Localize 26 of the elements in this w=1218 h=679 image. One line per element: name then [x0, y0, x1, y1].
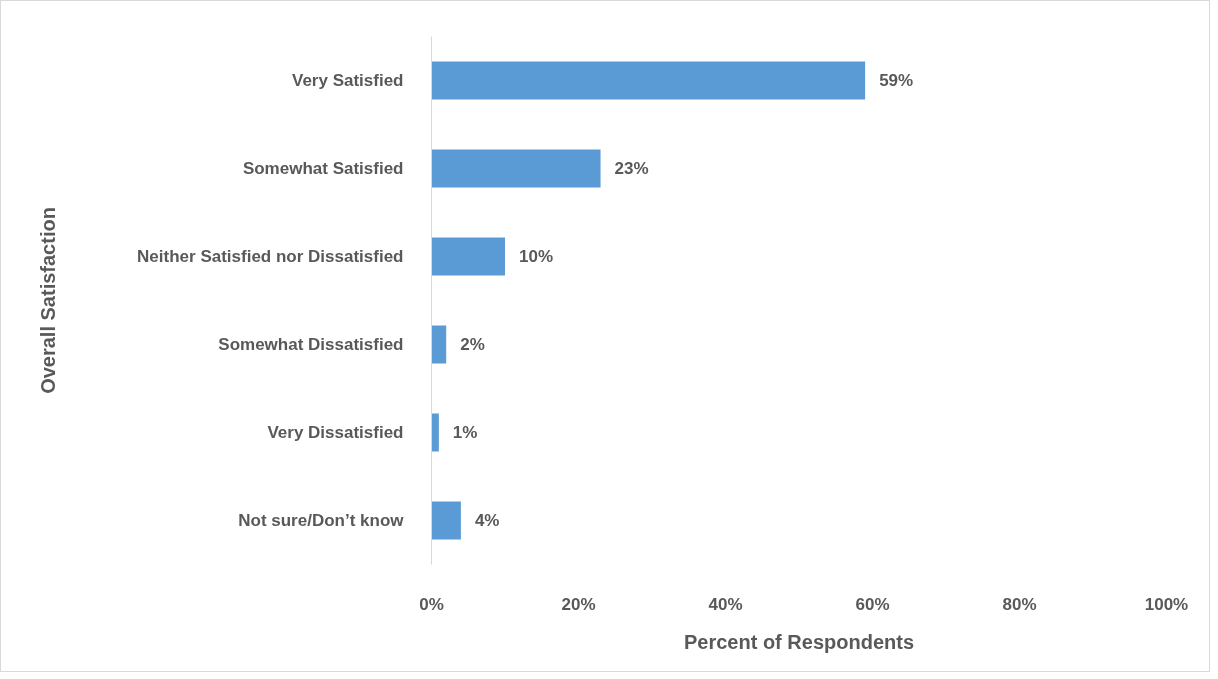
y-axis-title: Overall Satisfaction — [37, 207, 60, 394]
data-label: 59% — [879, 71, 914, 90]
y-tick-label: Very Dissatisfied — [267, 423, 404, 442]
bar — [431, 149, 601, 188]
y-tick-label: Not sure/Don’t know — [238, 511, 405, 530]
y-tick-label: Neither Satisfied nor Dissatisfied — [137, 247, 404, 266]
x-tick-label: 60% — [855, 594, 890, 614]
x-tick-label: 100% — [1144, 594, 1189, 614]
data-label: 10% — [519, 247, 554, 266]
y-tick-label: Very Satisfied — [292, 71, 404, 90]
bar — [431, 61, 866, 100]
x-tick-label: 20% — [561, 594, 596, 614]
bar — [431, 501, 461, 540]
bar — [431, 325, 447, 364]
y-tick-label: Somewhat Dissatisfied — [218, 335, 404, 354]
bar — [431, 413, 439, 452]
data-label: 4% — [474, 511, 500, 530]
data-label: 23% — [614, 159, 649, 178]
x-tick-label: 40% — [708, 594, 743, 614]
bar — [431, 237, 505, 276]
y-tick-label: Somewhat Satisfied — [242, 159, 404, 178]
x-tick-label: 0% — [419, 594, 444, 614]
data-label: 2% — [460, 335, 485, 354]
x-tick-label: 80% — [1002, 594, 1037, 614]
data-label: 1% — [452, 423, 478, 442]
x-axis-title: Percent of Respondents — [683, 630, 915, 653]
